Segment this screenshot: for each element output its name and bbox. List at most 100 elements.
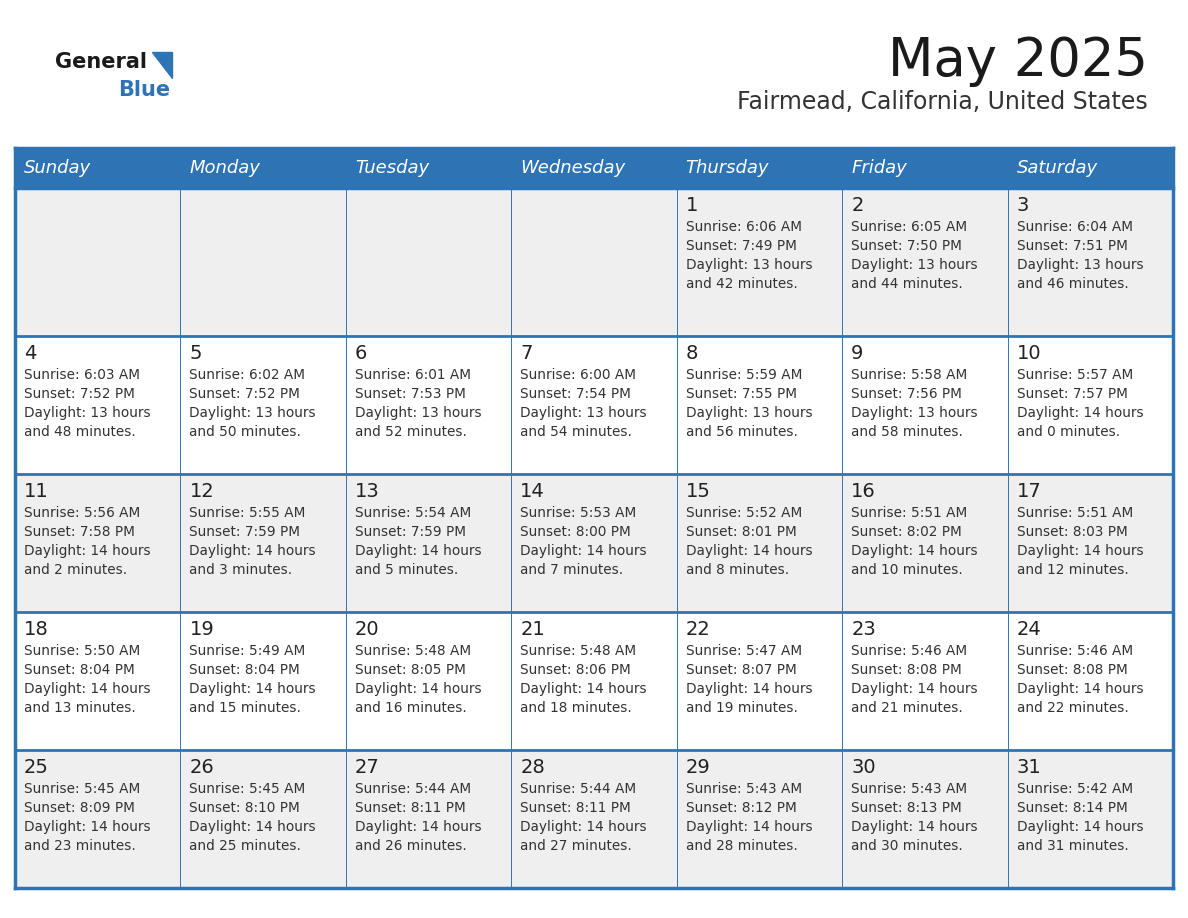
Text: Sunrise: 5:46 AM: Sunrise: 5:46 AM xyxy=(1017,644,1132,658)
Text: 3: 3 xyxy=(1017,196,1029,215)
Text: Blue: Blue xyxy=(118,80,170,100)
Text: 1: 1 xyxy=(685,196,699,215)
Text: 5: 5 xyxy=(189,344,202,363)
Text: Daylight: 14 hours: Daylight: 14 hours xyxy=(1017,406,1143,420)
Text: and 42 minutes.: and 42 minutes. xyxy=(685,277,797,291)
Text: May 2025: May 2025 xyxy=(887,35,1148,87)
Text: Daylight: 14 hours: Daylight: 14 hours xyxy=(189,544,316,558)
Text: 27: 27 xyxy=(355,758,380,777)
Text: Daylight: 14 hours: Daylight: 14 hours xyxy=(355,820,481,834)
Text: Sunrise: 6:01 AM: Sunrise: 6:01 AM xyxy=(355,368,470,382)
Text: Sunset: 7:52 PM: Sunset: 7:52 PM xyxy=(189,387,301,401)
Text: Sunrise: 5:59 AM: Sunrise: 5:59 AM xyxy=(685,368,802,382)
Text: Sunrise: 5:50 AM: Sunrise: 5:50 AM xyxy=(24,644,140,658)
Text: 8: 8 xyxy=(685,344,699,363)
Text: and 50 minutes.: and 50 minutes. xyxy=(189,425,302,439)
Text: Sunrise: 6:00 AM: Sunrise: 6:00 AM xyxy=(520,368,637,382)
Text: Daylight: 14 hours: Daylight: 14 hours xyxy=(520,682,647,696)
Text: and 3 minutes.: and 3 minutes. xyxy=(189,563,292,577)
Text: Sunday: Sunday xyxy=(24,159,91,177)
Text: and 13 minutes.: and 13 minutes. xyxy=(24,701,135,715)
Text: and 8 minutes.: and 8 minutes. xyxy=(685,563,789,577)
Text: 24: 24 xyxy=(1017,620,1042,639)
Text: Daylight: 14 hours: Daylight: 14 hours xyxy=(24,544,151,558)
Text: Daylight: 14 hours: Daylight: 14 hours xyxy=(685,682,813,696)
Text: Sunrise: 5:47 AM: Sunrise: 5:47 AM xyxy=(685,644,802,658)
Text: and 44 minutes.: and 44 minutes. xyxy=(851,277,963,291)
Text: Sunset: 8:11 PM: Sunset: 8:11 PM xyxy=(520,801,631,815)
Text: Sunset: 8:10 PM: Sunset: 8:10 PM xyxy=(189,801,301,815)
Text: Daylight: 13 hours: Daylight: 13 hours xyxy=(355,406,481,420)
Text: 13: 13 xyxy=(355,482,380,501)
Text: Daylight: 14 hours: Daylight: 14 hours xyxy=(851,682,978,696)
Text: Daylight: 13 hours: Daylight: 13 hours xyxy=(24,406,151,420)
Text: and 2 minutes.: and 2 minutes. xyxy=(24,563,127,577)
Text: Sunrise: 5:44 AM: Sunrise: 5:44 AM xyxy=(520,782,637,796)
Text: 25: 25 xyxy=(24,758,49,777)
Text: 22: 22 xyxy=(685,620,710,639)
Bar xyxy=(15,336,1173,474)
Text: Sunrise: 6:04 AM: Sunrise: 6:04 AM xyxy=(1017,220,1132,234)
Text: 17: 17 xyxy=(1017,482,1042,501)
Text: Daylight: 14 hours: Daylight: 14 hours xyxy=(1017,682,1143,696)
Text: Daylight: 13 hours: Daylight: 13 hours xyxy=(1017,258,1143,272)
Text: Daylight: 13 hours: Daylight: 13 hours xyxy=(851,406,978,420)
Text: Sunset: 8:01 PM: Sunset: 8:01 PM xyxy=(685,525,796,539)
Text: Sunset: 8:09 PM: Sunset: 8:09 PM xyxy=(24,801,135,815)
Text: Sunrise: 5:48 AM: Sunrise: 5:48 AM xyxy=(355,644,470,658)
Text: and 58 minutes.: and 58 minutes. xyxy=(851,425,963,439)
Text: Sunrise: 5:51 AM: Sunrise: 5:51 AM xyxy=(1017,506,1133,520)
Text: 9: 9 xyxy=(851,344,864,363)
Text: Sunrise: 5:48 AM: Sunrise: 5:48 AM xyxy=(520,644,637,658)
Text: Sunrise: 5:43 AM: Sunrise: 5:43 AM xyxy=(685,782,802,796)
Text: and 22 minutes.: and 22 minutes. xyxy=(1017,701,1129,715)
Text: Sunset: 8:07 PM: Sunset: 8:07 PM xyxy=(685,663,796,677)
Text: Sunset: 7:57 PM: Sunset: 7:57 PM xyxy=(1017,387,1127,401)
Text: Sunset: 8:03 PM: Sunset: 8:03 PM xyxy=(1017,525,1127,539)
Text: and 19 minutes.: and 19 minutes. xyxy=(685,701,797,715)
Text: 11: 11 xyxy=(24,482,49,501)
Text: Sunset: 8:13 PM: Sunset: 8:13 PM xyxy=(851,801,962,815)
Text: Sunrise: 5:56 AM: Sunrise: 5:56 AM xyxy=(24,506,140,520)
Text: Sunset: 7:49 PM: Sunset: 7:49 PM xyxy=(685,239,797,253)
Text: and 25 minutes.: and 25 minutes. xyxy=(189,839,302,853)
Text: 21: 21 xyxy=(520,620,545,639)
Text: 14: 14 xyxy=(520,482,545,501)
Text: Daylight: 14 hours: Daylight: 14 hours xyxy=(520,820,647,834)
Text: and 28 minutes.: and 28 minutes. xyxy=(685,839,797,853)
Text: Friday: Friday xyxy=(851,159,906,177)
Text: 10: 10 xyxy=(1017,344,1041,363)
Text: Daylight: 13 hours: Daylight: 13 hours xyxy=(685,258,813,272)
Text: Sunset: 7:53 PM: Sunset: 7:53 PM xyxy=(355,387,466,401)
Text: Sunset: 7:52 PM: Sunset: 7:52 PM xyxy=(24,387,135,401)
Text: Sunrise: 5:52 AM: Sunrise: 5:52 AM xyxy=(685,506,802,520)
Text: and 26 minutes.: and 26 minutes. xyxy=(355,839,467,853)
Text: Sunset: 7:50 PM: Sunset: 7:50 PM xyxy=(851,239,962,253)
Text: 16: 16 xyxy=(851,482,876,501)
Text: Daylight: 14 hours: Daylight: 14 hours xyxy=(520,544,647,558)
Bar xyxy=(15,148,1173,188)
Text: Daylight: 14 hours: Daylight: 14 hours xyxy=(355,544,481,558)
Text: Sunrise: 5:55 AM: Sunrise: 5:55 AM xyxy=(189,506,305,520)
Text: and 16 minutes.: and 16 minutes. xyxy=(355,701,467,715)
Text: and 30 minutes.: and 30 minutes. xyxy=(851,839,963,853)
Text: Sunset: 7:59 PM: Sunset: 7:59 PM xyxy=(189,525,301,539)
Text: 2: 2 xyxy=(851,196,864,215)
Text: Daylight: 14 hours: Daylight: 14 hours xyxy=(189,682,316,696)
Text: and 5 minutes.: and 5 minutes. xyxy=(355,563,459,577)
Text: 6: 6 xyxy=(355,344,367,363)
Text: Sunset: 8:04 PM: Sunset: 8:04 PM xyxy=(24,663,134,677)
Text: 12: 12 xyxy=(189,482,214,501)
Text: 4: 4 xyxy=(24,344,37,363)
Text: and 12 minutes.: and 12 minutes. xyxy=(1017,563,1129,577)
Text: Sunrise: 5:58 AM: Sunrise: 5:58 AM xyxy=(851,368,967,382)
Text: Sunset: 7:54 PM: Sunset: 7:54 PM xyxy=(520,387,631,401)
Text: Daylight: 14 hours: Daylight: 14 hours xyxy=(1017,544,1143,558)
Text: Daylight: 14 hours: Daylight: 14 hours xyxy=(189,820,316,834)
Text: Sunset: 8:05 PM: Sunset: 8:05 PM xyxy=(355,663,466,677)
Polygon shape xyxy=(152,52,172,78)
Text: 31: 31 xyxy=(1017,758,1042,777)
Text: Daylight: 14 hours: Daylight: 14 hours xyxy=(685,544,813,558)
Text: Daylight: 13 hours: Daylight: 13 hours xyxy=(851,258,978,272)
Text: 26: 26 xyxy=(189,758,214,777)
